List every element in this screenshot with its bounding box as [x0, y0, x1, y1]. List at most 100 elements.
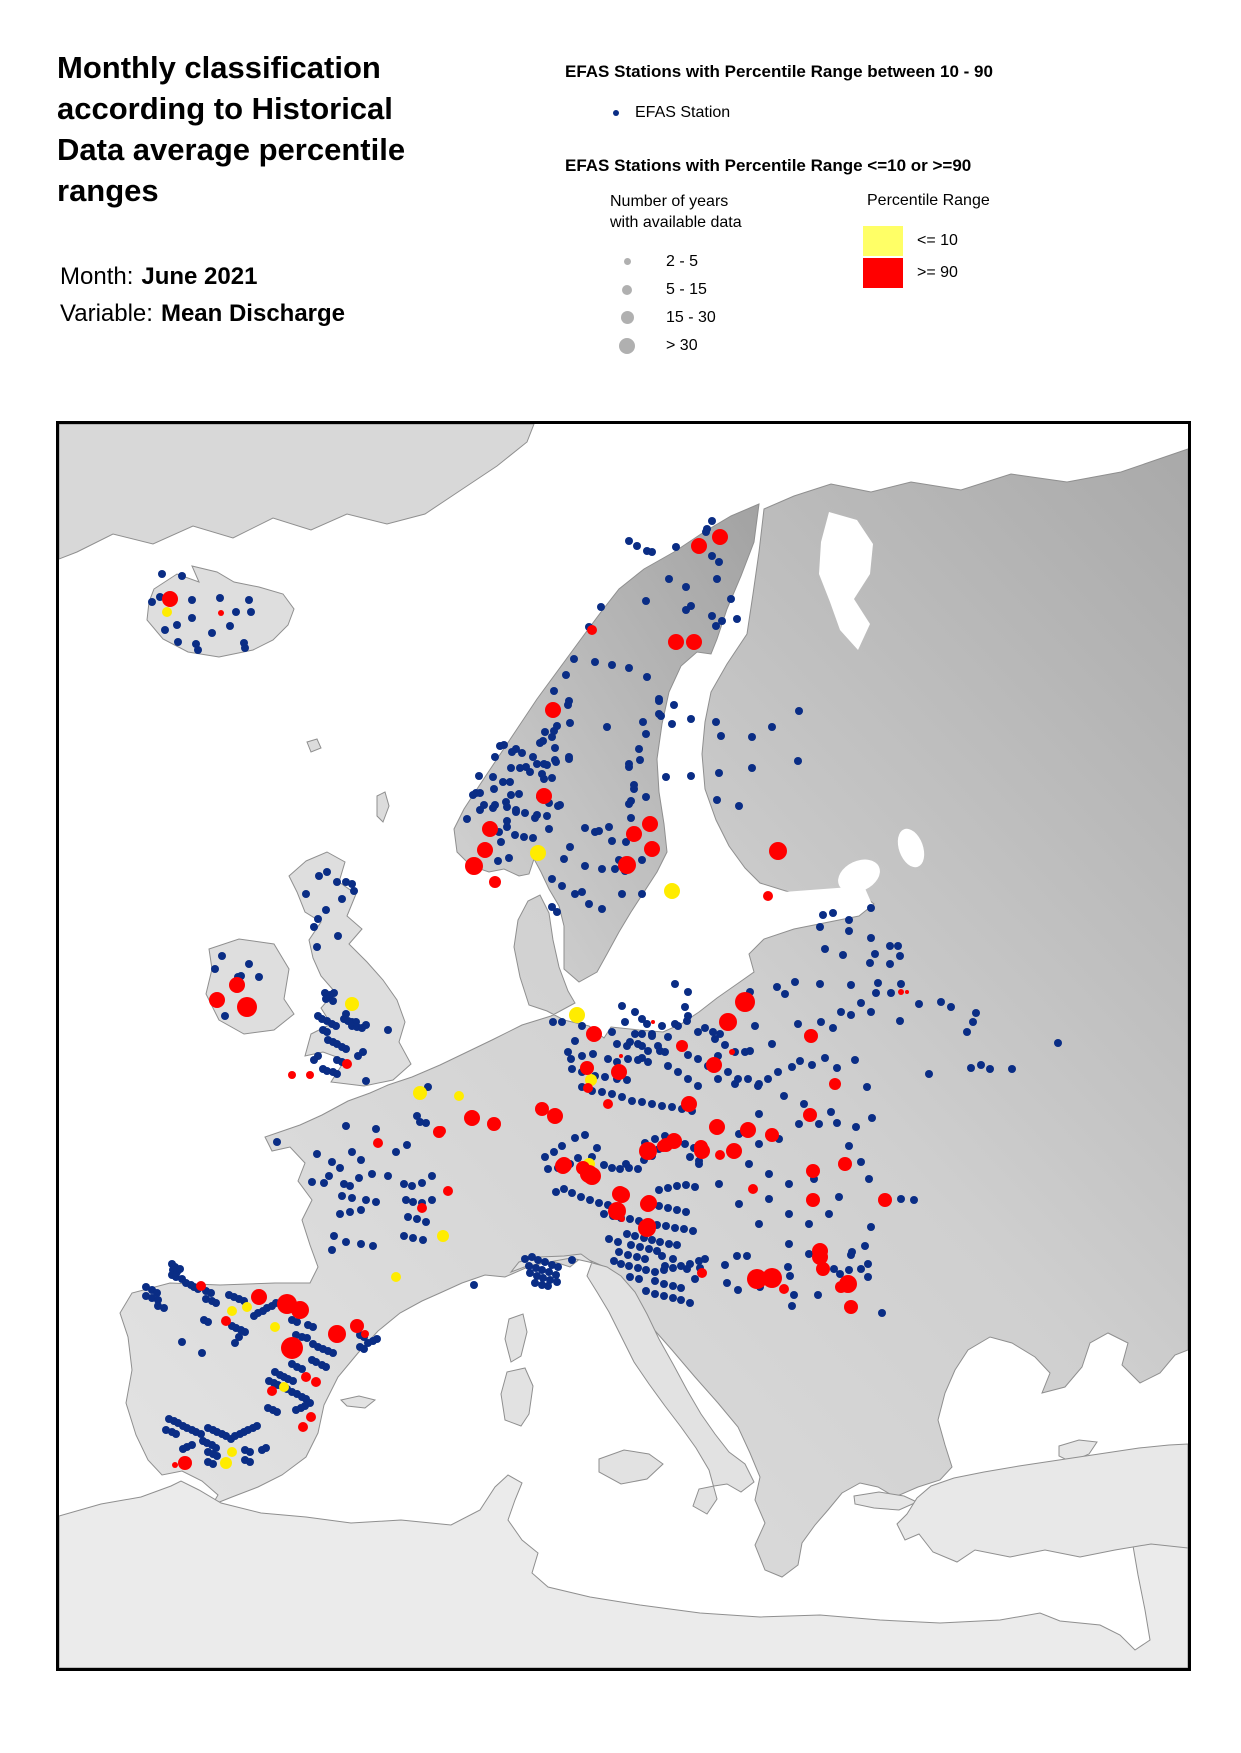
efas-station-dot	[338, 1192, 346, 1200]
efas-station-dot	[867, 934, 875, 942]
efas-station-dot	[755, 1080, 763, 1088]
efas-station-dot	[578, 1052, 586, 1060]
efas-station-dot	[625, 760, 633, 768]
efas-station-dot	[603, 723, 611, 731]
efas-station-dot	[503, 817, 511, 825]
high-percentile-station-dot	[697, 1268, 707, 1278]
efas-station-dot	[241, 644, 249, 652]
efas-station-dot	[368, 1170, 376, 1178]
efas-station-dot	[963, 1028, 971, 1036]
land-cyprus	[1058, 1439, 1098, 1463]
efas-station-dot	[333, 1070, 341, 1078]
high-percentile-station-dot	[681, 1096, 697, 1112]
efas-station-dot	[660, 1280, 668, 1288]
efas-station-dot	[925, 1070, 933, 1078]
efas-station-dot	[845, 1142, 853, 1150]
efas-station-dot	[198, 1349, 206, 1357]
efas-station-dot	[173, 621, 181, 629]
efas-station-dot	[348, 1148, 356, 1156]
efas-station-dot	[564, 701, 572, 709]
efas-station-dot	[520, 833, 528, 841]
legend: EFAS Stations with Percentile Range betw…	[565, 62, 1125, 360]
efas-station-dot	[618, 1002, 626, 1010]
efas-station-dot	[497, 838, 505, 846]
efas-station-dot	[392, 1148, 400, 1156]
efas-station-dot	[878, 1309, 886, 1317]
efas-station-dot	[226, 622, 234, 630]
efas-station-dot	[836, 1270, 844, 1278]
percentile-legend: Percentile Range <= 10 >= 90	[863, 192, 990, 360]
efas-station-dot	[533, 811, 541, 819]
efas-station-dot	[1054, 1039, 1062, 1047]
high-percentile-station-dot	[803, 1108, 817, 1122]
high-percentile-station-dot	[556, 1157, 572, 1173]
efas-station-dot	[701, 1255, 709, 1263]
efas-station-dot	[348, 880, 356, 888]
efas-station-dot	[491, 801, 499, 809]
efas-station-dot	[302, 890, 310, 898]
high-percentile-station-dot	[639, 1142, 657, 1160]
low-percentile-station-dot	[279, 1382, 289, 1392]
efas-station-dot	[633, 542, 641, 550]
efas-station-dot	[172, 1430, 180, 1438]
efas-station-dot	[568, 1189, 576, 1197]
efas-station-dot	[566, 719, 574, 727]
efas-station-dot	[548, 875, 556, 883]
efas-station-dot	[534, 1256, 542, 1264]
efas-station-dot	[608, 1164, 616, 1172]
efas-station-dot	[357, 1156, 365, 1164]
efas-station-dot	[839, 951, 847, 959]
efas-station-dot	[857, 1265, 865, 1273]
land-shetland	[376, 791, 390, 823]
high-percentile-station-dot	[765, 1128, 779, 1142]
efas-station-dot	[315, 872, 323, 880]
efas-station-dot	[780, 1092, 788, 1100]
efas-station-dot	[566, 843, 574, 851]
efas-station-dot	[743, 1252, 751, 1260]
high-percentile-station-dot	[547, 1108, 563, 1124]
efas-station-dot	[424, 1083, 432, 1091]
efas-station-dot	[148, 598, 156, 606]
size-circle-icon	[623, 258, 631, 266]
efas-station-dot	[644, 1047, 652, 1055]
efas-station-dot	[211, 965, 219, 973]
high-percentile-station-dot	[748, 1184, 758, 1194]
efas-station-dot	[154, 1296, 162, 1304]
efas-station-dot	[794, 1020, 802, 1028]
efas-station-dot	[334, 932, 342, 940]
efas-station-dot	[805, 1220, 813, 1228]
efas-station-dot	[661, 1262, 669, 1270]
efas-station-dot	[605, 823, 613, 831]
efas-station-dot	[320, 1179, 328, 1187]
efas-station-dot	[661, 1048, 669, 1056]
efas-station-dot	[605, 1235, 613, 1243]
efas-station-dot	[664, 1184, 672, 1192]
efas-station-dot	[635, 1275, 643, 1283]
efas-station-dot	[545, 1268, 553, 1276]
efas-station-dot	[409, 1234, 417, 1242]
efas-station-dot	[350, 887, 358, 895]
efas-station-dot	[662, 773, 670, 781]
efas-station-dot	[677, 1284, 685, 1292]
efas-station-dot	[357, 1240, 365, 1248]
efas-station-dot	[475, 772, 483, 780]
efas-station-dot	[526, 1269, 534, 1277]
efas-station-dot	[616, 1165, 624, 1173]
efas-station-dot	[617, 1260, 625, 1268]
month-value: June 2021	[141, 263, 258, 290]
high-percentile-station-dot	[829, 1078, 841, 1090]
efas-station-dot	[232, 608, 240, 616]
efas-station-dot	[638, 1015, 646, 1023]
efas-station-dot	[499, 778, 507, 786]
efas-station-dot	[615, 1248, 623, 1256]
efas-station-dot	[409, 1198, 417, 1206]
efas-station-dot	[694, 1082, 702, 1090]
meta-block: Month: June 2021 Variable: Mean Discharge	[60, 258, 345, 332]
efas-station-dot	[408, 1182, 416, 1190]
efas-station-dot	[571, 890, 579, 898]
low-percentile-station-dot	[242, 1302, 252, 1312]
efas-station-dot	[669, 1255, 677, 1263]
efas-station-dot	[662, 1222, 670, 1230]
efas-station-dot	[621, 1018, 629, 1026]
efas-station-dot	[845, 916, 853, 924]
